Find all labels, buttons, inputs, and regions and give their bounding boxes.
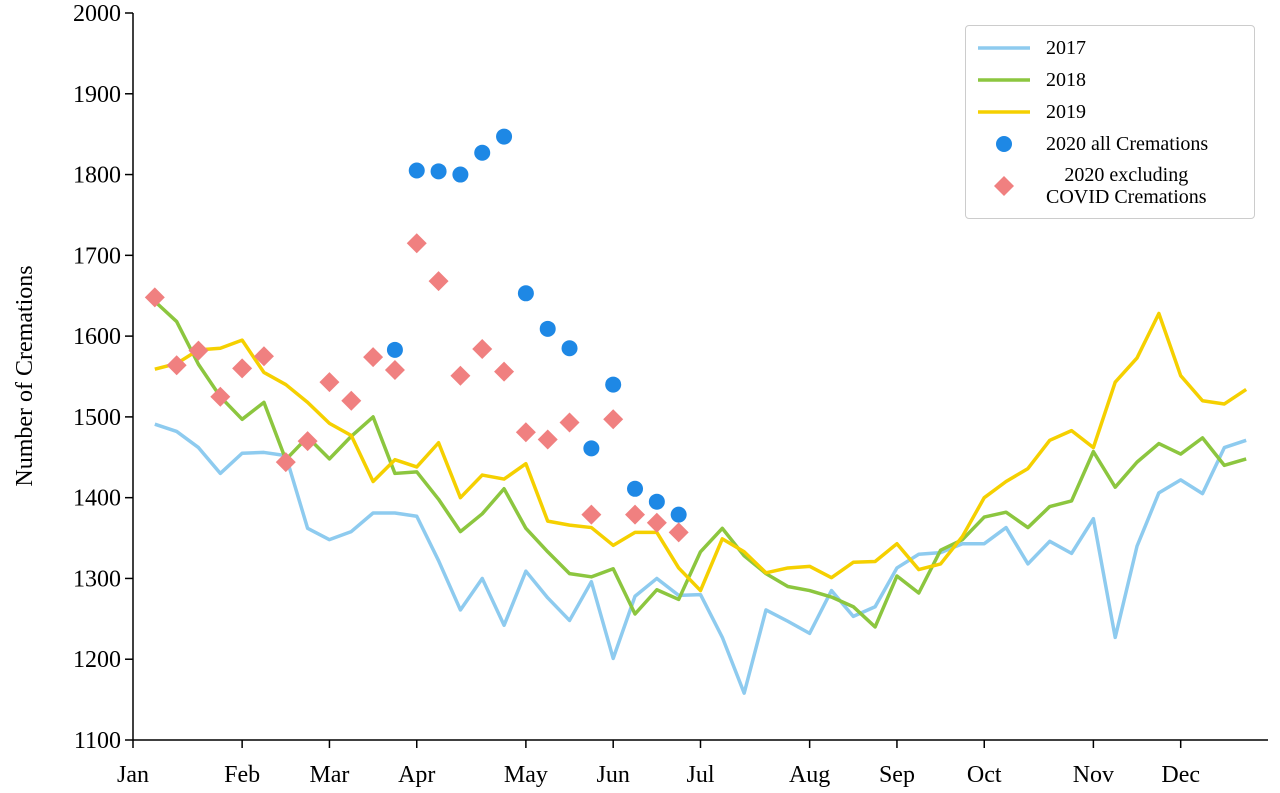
point bbox=[428, 271, 449, 292]
x-tick-label: Jan bbox=[117, 762, 149, 788]
point bbox=[994, 176, 1014, 196]
x-tick-label: May bbox=[504, 762, 548, 788]
point bbox=[494, 361, 515, 382]
point bbox=[583, 440, 600, 457]
point bbox=[646, 512, 667, 533]
point bbox=[406, 233, 427, 254]
point bbox=[517, 285, 534, 302]
y-tick-label: 1100 bbox=[74, 728, 121, 754]
point bbox=[319, 372, 340, 393]
line bbox=[154, 311, 1248, 593]
point bbox=[386, 341, 403, 358]
y-tick-label: 1800 bbox=[73, 163, 121, 189]
legend-swatch bbox=[978, 46, 1030, 50]
legend-entry: 2017 bbox=[966, 32, 1254, 64]
point bbox=[603, 409, 624, 430]
x-tick-label: Aug bbox=[789, 762, 830, 788]
x-tick-label: Jun bbox=[597, 762, 630, 788]
x-tick-label: Mar bbox=[309, 762, 349, 788]
point bbox=[253, 346, 274, 367]
point bbox=[670, 506, 687, 523]
legend-swatch bbox=[978, 110, 1030, 114]
legend-swatch bbox=[978, 78, 1030, 82]
point bbox=[188, 340, 209, 361]
legend-entry: 2020 excluding COVID Cremations bbox=[966, 160, 1254, 212]
legend: 2017 2018 2019 2020 all Cremations 2020 excl… bbox=[965, 25, 1255, 219]
point bbox=[472, 339, 493, 360]
point bbox=[581, 504, 602, 525]
point bbox=[452, 166, 469, 183]
legend-entry: 2020 all Cremations bbox=[966, 128, 1254, 160]
point bbox=[144, 287, 165, 308]
point bbox=[210, 386, 231, 407]
point bbox=[232, 358, 253, 379]
point bbox=[559, 412, 580, 433]
x-tick-label: Dec bbox=[1161, 762, 1200, 788]
x-tick-label: Apr bbox=[398, 762, 435, 788]
point bbox=[430, 163, 447, 180]
point bbox=[996, 136, 1012, 152]
legend-label: 2020 excluding COVID Cremations bbox=[1046, 164, 1207, 208]
y-tick-label: 1200 bbox=[73, 647, 121, 673]
point bbox=[363, 347, 384, 368]
point bbox=[474, 144, 491, 161]
legend-swatch bbox=[996, 136, 1012, 152]
point bbox=[537, 429, 558, 450]
point bbox=[341, 390, 362, 411]
line bbox=[153, 300, 1247, 629]
y-tick-label: 1500 bbox=[73, 405, 121, 431]
line bbox=[154, 422, 1247, 695]
point bbox=[648, 493, 665, 510]
point bbox=[408, 162, 425, 179]
y-tick-label: 1300 bbox=[73, 566, 121, 592]
point bbox=[515, 422, 536, 443]
y-tick-label: 1600 bbox=[73, 324, 121, 350]
legend-entry: 2018 bbox=[966, 64, 1254, 96]
point bbox=[450, 365, 471, 386]
y-tick-label: 1700 bbox=[73, 243, 121, 269]
y-tick-label: 1400 bbox=[73, 486, 121, 512]
point bbox=[605, 376, 622, 393]
x-tick-label: Oct bbox=[967, 762, 1002, 788]
point bbox=[561, 340, 578, 357]
x-tick-label: Sep bbox=[879, 762, 915, 788]
y-axis-label: Number of Cremations bbox=[12, 265, 38, 486]
y-tick-label: 1900 bbox=[73, 82, 121, 108]
y-tick-label: 2000 bbox=[73, 1, 121, 27]
point bbox=[297, 431, 318, 452]
point bbox=[668, 522, 689, 543]
x-tick-label: Feb bbox=[224, 762, 260, 788]
point bbox=[539, 320, 556, 337]
point bbox=[166, 355, 187, 376]
x-tick-label: Jul bbox=[686, 762, 714, 788]
x-tick-label: Nov bbox=[1073, 762, 1114, 788]
legend-label: 2018 bbox=[1046, 69, 1086, 91]
legend-label: 2019 bbox=[1046, 101, 1086, 123]
point bbox=[627, 480, 644, 497]
point bbox=[625, 504, 646, 525]
point bbox=[384, 360, 405, 381]
legend-swatch bbox=[994, 176, 1014, 196]
legend-label: 2017 bbox=[1046, 37, 1086, 59]
point bbox=[496, 128, 513, 145]
point bbox=[275, 452, 296, 473]
legend-label: 2020 all Cremations bbox=[1046, 133, 1209, 155]
legend-entry: 2019 bbox=[966, 96, 1254, 128]
